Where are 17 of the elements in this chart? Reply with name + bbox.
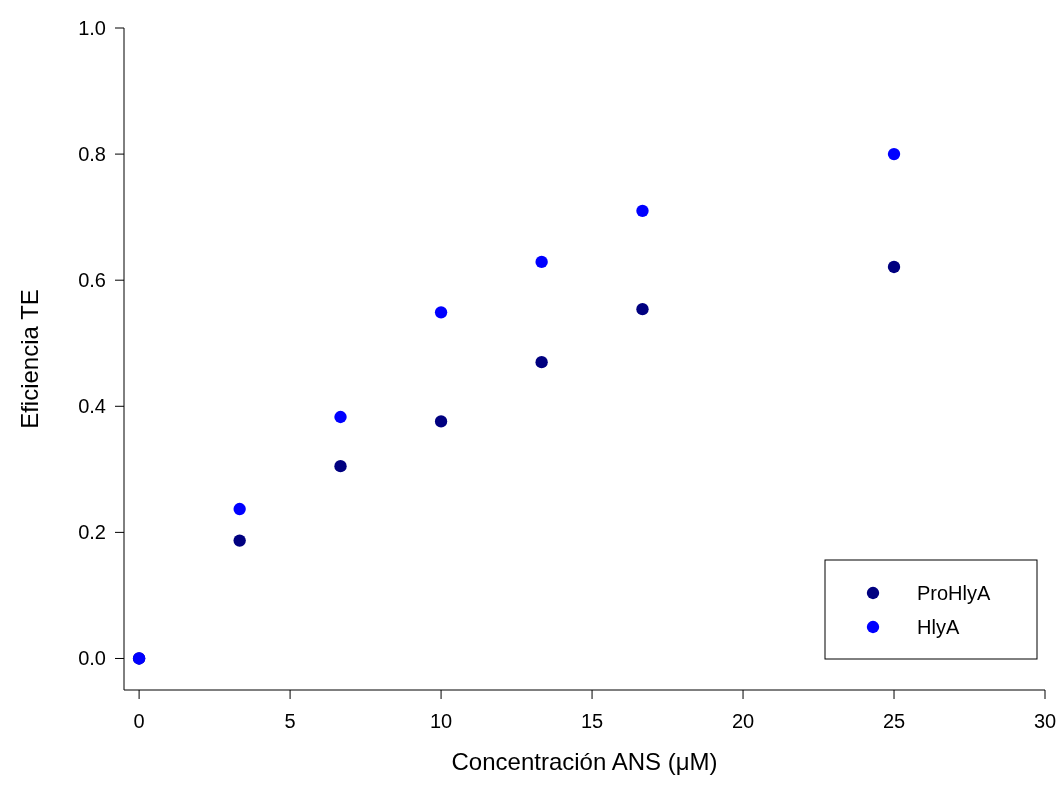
legend-label: HlyA	[917, 616, 960, 638]
legend-label: ProHlyA	[917, 582, 992, 604]
x-axis-title: Concentración ANS (μM)	[451, 748, 718, 775]
x-tick-label: 30	[1033, 710, 1057, 732]
y-axis-title: Eficiencia TE	[16, 289, 43, 429]
y-tick-label: 0.4	[78, 395, 106, 418]
x-tick-label: 25	[882, 710, 906, 732]
y-tick-label: 0.0	[78, 647, 106, 670]
y-tick-label: 0.6	[78, 269, 106, 292]
x-tick-label: 5	[284, 710, 296, 732]
x-tick-label: 20	[731, 710, 755, 732]
y-tick-label: 0.2	[78, 521, 106, 544]
x-tick-label: 0	[133, 710, 145, 732]
x-tick-label: 10	[429, 710, 453, 732]
x-tick-label: 15	[580, 710, 604, 732]
y-tick-label: 1.0	[78, 17, 106, 39]
y-tick-label: 0.8	[78, 143, 106, 166]
